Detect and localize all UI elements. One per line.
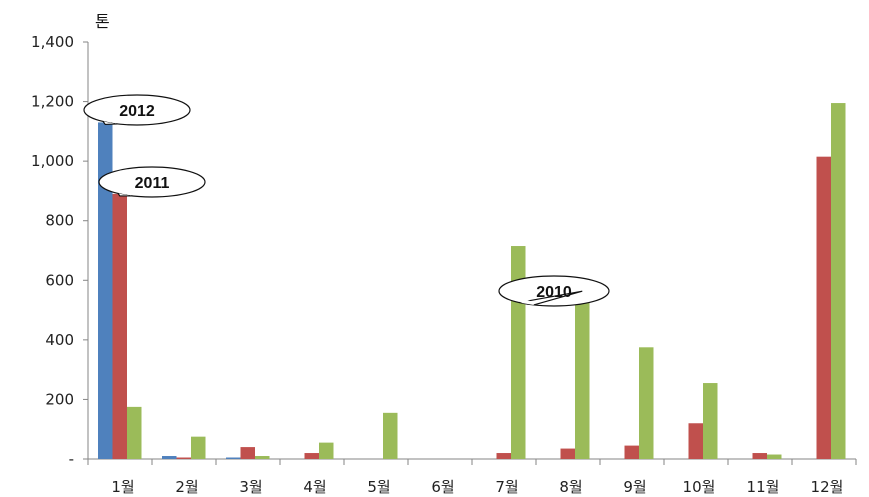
bar-2010-4	[319, 442, 334, 459]
bar-2010-3	[255, 456, 270, 459]
bar-2011-10	[688, 423, 703, 459]
y-axis-unit-label: 톤	[95, 12, 110, 31]
bar-2010-11	[767, 454, 782, 459]
callout-bubble	[98, 166, 206, 198]
x-tick-label: 10월	[683, 478, 716, 496]
callouts: 2012 2011 2010	[83, 94, 610, 307]
x-axis: 1월 2월 3월 4월 5월 6월 7월 8월 9월 10월 11월 12월	[87, 458, 857, 496]
bar-2011-2	[176, 457, 191, 459]
x-tick-label: 1월	[111, 478, 134, 496]
bar-2010-10	[703, 383, 718, 459]
callout-pointer-mask	[519, 299, 534, 305]
callout-label: 2012	[119, 103, 155, 120]
y-axis: - 200 400 600 800 1,000 1,200 1,400	[31, 33, 89, 468]
bar-2010-12	[831, 103, 846, 459]
x-tick-label: 2월	[175, 478, 198, 496]
bar-2011-11	[752, 453, 767, 459]
x-tick-label: 7월	[495, 478, 518, 496]
callout-label: 2010	[536, 284, 572, 301]
callout-2012: 2012	[83, 94, 191, 126]
callout-bubble	[83, 94, 191, 126]
bar-2011-12	[816, 156, 831, 459]
bar-2012-2	[162, 456, 177, 459]
callout-pointer	[117, 193, 133, 197]
bar-2010-5	[383, 412, 398, 459]
bar-2011-8	[560, 448, 575, 459]
x-tick-label: 5월	[367, 478, 390, 496]
callout-pointer	[518, 290, 583, 306]
bar-2012-3	[226, 457, 241, 459]
x-tick-label: 12월	[811, 478, 844, 496]
callout-2011: 2011	[98, 166, 206, 198]
y-tick-label: 400	[45, 331, 74, 349]
callout-pointer-mask	[103, 118, 117, 124]
bar-2010-9	[639, 347, 654, 459]
y-tick-label: 1,400	[31, 33, 74, 51]
y-tick-label: 600	[45, 271, 74, 289]
bar-2011-3	[240, 447, 255, 459]
x-tick-label: 4월	[303, 478, 326, 496]
bar-2011-9	[624, 445, 639, 459]
callout-bubble	[498, 275, 610, 307]
bar-2011-7	[496, 453, 511, 459]
bars	[98, 103, 846, 460]
callout-pointer	[102, 121, 118, 126]
bar-2010-2	[191, 436, 206, 459]
callout-2010: 2010	[498, 275, 610, 307]
y-tick-label: 1,200	[31, 93, 74, 111]
x-tick-label: 6월	[431, 478, 454, 496]
y-tick-label: 1,000	[31, 152, 74, 170]
bar-2012-1	[98, 122, 113, 460]
y-tick-label: 800	[45, 212, 74, 230]
bar-2011-4	[304, 453, 319, 459]
x-tick-label: 11월	[747, 478, 780, 496]
bar-2010-1	[127, 406, 142, 460]
x-tick-label: 8월	[559, 478, 582, 496]
y-tick-label: -	[69, 450, 74, 468]
y-tick-label: 200	[45, 390, 74, 408]
bar-2011-1	[112, 193, 127, 459]
callout-pointer-mask	[118, 190, 132, 196]
callout-label: 2011	[135, 175, 170, 192]
x-tick-label: 9월	[623, 478, 646, 496]
bar-2010-8	[575, 289, 590, 459]
x-tick-label: 3월	[239, 478, 262, 496]
